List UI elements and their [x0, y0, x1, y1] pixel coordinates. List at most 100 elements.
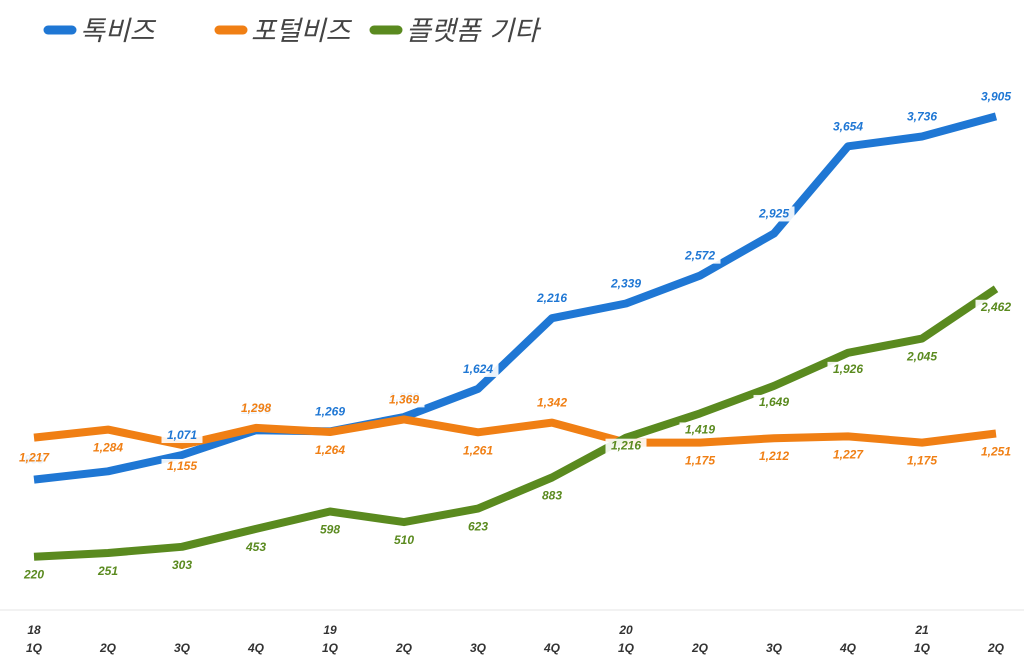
data-label: 2,462 — [980, 300, 1011, 314]
series-line-2 — [33, 285, 999, 561]
data-label: 453 — [245, 540, 266, 554]
data-label: 1,251 — [981, 445, 1011, 459]
x-tick-quarter: 1Q — [914, 641, 931, 655]
data-label-bg — [316, 522, 344, 538]
data-label: 251 — [97, 564, 118, 578]
data-label-bg — [235, 400, 277, 416]
data-label-bg — [975, 444, 1017, 460]
data-label: 2,925 — [758, 206, 789, 220]
data-label-bg — [975, 89, 1017, 105]
data-label: 1,071 — [167, 428, 197, 442]
data-label: 1,926 — [833, 362, 863, 376]
data-label-bg — [753, 449, 795, 465]
data-label: 1,419 — [685, 422, 715, 436]
data-label: 1,342 — [537, 396, 567, 410]
x-tick-quarter: 2Q — [99, 641, 117, 655]
data-labels: 8651,0711,2791,2691,3891,6242,2162,3392,… — [13, 89, 1017, 583]
data-label: 2,216 — [536, 291, 567, 305]
data-label-bg — [242, 539, 270, 555]
data-label-bg — [390, 533, 418, 549]
data-label-bg — [94, 564, 122, 580]
data-label: 3,654 — [833, 119, 863, 133]
data-label: 623 — [468, 520, 488, 534]
data-label: 1,217 — [19, 451, 50, 465]
data-label: 510 — [394, 533, 414, 547]
x-tick-quarter: 2Q — [691, 641, 709, 655]
x-tick-quarter: 1Q — [26, 641, 43, 655]
data-label: 1,155 — [167, 459, 197, 473]
legend-label-2: 플랫폼 기타 — [406, 16, 542, 47]
x-tick-year: 19 — [323, 623, 337, 637]
data-label: 2,339 — [610, 276, 641, 290]
x-tick-year: 18 — [27, 623, 41, 637]
data-label-bg — [827, 447, 869, 463]
data-label-bg — [975, 299, 1017, 315]
data-label: 1,227 — [833, 447, 864, 461]
data-label-bg — [827, 119, 869, 135]
data-label: 1,175 — [907, 454, 937, 468]
data-label-bg — [309, 404, 351, 420]
data-label: 1,212 — [759, 449, 789, 463]
data-label: 1,624 — [463, 362, 493, 376]
data-label: 3,736 — [907, 110, 937, 124]
data-label-bg — [531, 291, 573, 307]
data-label: 220 — [23, 568, 44, 582]
data-label-bg — [901, 453, 943, 469]
legend: 톡비즈 포털비즈 플랫폼 기타 — [43, 16, 542, 47]
data-label: 1,175 — [685, 454, 715, 468]
data-label-bg — [309, 442, 351, 458]
series-line-0 — [33, 112, 998, 484]
data-label-bg — [457, 443, 499, 459]
data-label: 598 — [320, 523, 340, 537]
legend-label-1: 포털비즈 — [251, 16, 353, 47]
series-lines — [33, 112, 999, 561]
data-label-bg — [753, 394, 795, 410]
data-label-bg — [13, 450, 55, 466]
data-label-bg — [87, 440, 129, 456]
data-label-bg — [605, 276, 647, 292]
x-tick-year: 20 — [618, 623, 633, 637]
data-label: 303 — [172, 558, 192, 572]
data-label: 1,284 — [93, 441, 123, 455]
data-label-bg — [679, 422, 721, 438]
data-label-bg — [161, 458, 203, 474]
x-tick-quarter: 3Q — [470, 641, 487, 655]
data-label-bg — [161, 428, 203, 444]
x-tick-quarter: 4Q — [839, 641, 857, 655]
data-label-bg — [753, 206, 795, 222]
x-tick-quarter: 4Q — [543, 641, 561, 655]
data-label: 1,298 — [241, 401, 271, 415]
data-label: 883 — [542, 488, 562, 502]
legend-label-0: 톡비즈 — [80, 16, 157, 47]
data-label-bg — [827, 361, 869, 377]
data-label-bg — [605, 438, 647, 454]
data-label-bg — [679, 248, 721, 264]
data-label: 1,264 — [315, 443, 345, 457]
data-label: 1,649 — [759, 395, 789, 409]
x-tick-quarter: 3Q — [174, 641, 191, 655]
data-label: 1,269 — [315, 404, 345, 418]
x-tick-year: 21 — [914, 623, 929, 637]
data-label-bg — [901, 109, 943, 125]
data-label: 2,572 — [684, 249, 715, 263]
x-tick-quarter: 2Q — [987, 641, 1005, 655]
x-tick-quarter: 4Q — [247, 641, 265, 655]
data-label-bg — [20, 567, 48, 583]
x-tick-quarter: 3Q — [766, 641, 783, 655]
x-tick-quarter: 1Q — [618, 641, 635, 655]
x-axis-ticks: 18 1Q 2Q 3Q 4Q 19 1Q 2Q 3Q 4Q 20 1Q 2Q 3Q 4Q 21 1Q 2Q — [26, 623, 1005, 655]
data-label-bg — [168, 557, 196, 573]
data-label: 2,045 — [906, 350, 937, 364]
data-label-bg — [531, 395, 573, 411]
data-label: 1,216 — [611, 439, 641, 453]
data-label: 1,261 — [463, 443, 493, 457]
data-label-bg — [538, 488, 566, 504]
data-label-bg — [457, 361, 499, 377]
x-tick-quarter: 2Q — [395, 641, 413, 655]
data-label-bg — [901, 349, 943, 365]
data-label-bg — [464, 519, 492, 535]
data-label: 3,905 — [981, 89, 1011, 103]
data-label-bg — [679, 453, 721, 469]
data-label: 1,369 — [389, 392, 419, 406]
